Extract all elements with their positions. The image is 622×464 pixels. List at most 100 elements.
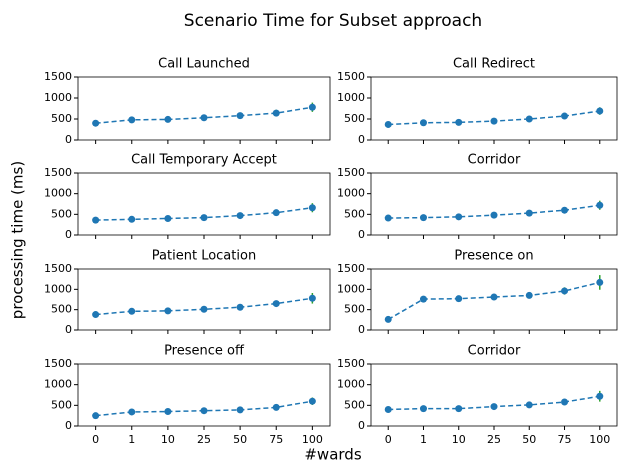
subplot-title: Call Temporary Accept	[131, 153, 277, 168]
axes-frame	[370, 172, 618, 236]
data-point	[419, 405, 427, 413]
data-point	[561, 206, 569, 214]
data-point	[200, 214, 208, 222]
data-point	[596, 278, 604, 286]
data-point	[92, 216, 100, 224]
data-point	[236, 212, 244, 220]
x-tick-label: 1	[420, 433, 427, 446]
data-point	[455, 405, 463, 413]
y-tick-label: 500	[51, 398, 72, 411]
data-point	[490, 293, 498, 301]
y-tick-label: 1000	[44, 378, 72, 391]
data-point	[419, 295, 427, 303]
data-point	[455, 213, 463, 221]
data-point	[272, 403, 280, 411]
axes-frame	[77, 268, 331, 331]
data-point	[490, 403, 498, 411]
data-point	[128, 307, 136, 315]
x-tick-label: 0	[92, 433, 99, 446]
axes-frame	[77, 172, 331, 236]
data-point	[128, 408, 136, 416]
subplot: Presence off 0 500 1000 1500 0 1 10 25 50 75 100	[44, 344, 331, 446]
data-point	[525, 209, 533, 217]
x-tick-label: 50	[522, 433, 536, 446]
data-point	[490, 211, 498, 219]
x-tick-label: 75	[558, 433, 572, 446]
y-tick-label: 0	[358, 133, 365, 146]
data-point	[236, 406, 244, 414]
subplot: Call Temporary Accept 0 500 1000 1500	[44, 153, 331, 241]
data-point	[455, 295, 463, 303]
y-tick-label: 1000	[44, 187, 72, 200]
y-tick-label: 500	[344, 112, 365, 125]
y-tick-label: 0	[358, 323, 365, 336]
data-point	[561, 398, 569, 406]
data-point	[92, 119, 100, 127]
data-line	[387, 281, 600, 321]
data-point	[164, 408, 172, 416]
data-point	[164, 214, 172, 222]
data-point	[272, 209, 280, 217]
y-tick-label: 1000	[44, 282, 72, 295]
axes-frame	[370, 76, 618, 141]
data-point	[561, 287, 569, 295]
x-tick-label: 10	[161, 433, 175, 446]
x-tick-label: 25	[487, 433, 501, 446]
y-tick-label: 1500	[44, 357, 72, 370]
data-point	[92, 412, 100, 420]
data-point	[92, 311, 100, 319]
y-tick-label: 0	[65, 133, 72, 146]
data-point	[308, 397, 316, 405]
data-point	[561, 112, 569, 120]
axes-frame	[370, 363, 618, 427]
x-tick-label: 100	[302, 433, 323, 446]
data-point	[200, 114, 208, 122]
y-tick-label: 0	[65, 323, 72, 336]
subplot: Corridor 0 500 1000 1500 0 1 10 25 50 75 100	[337, 344, 618, 446]
y-tick-label: 500	[344, 207, 365, 220]
data-point	[419, 214, 427, 222]
subplot: Patient Location 0 500 1000 1500	[44, 249, 331, 336]
y-tick-label: 1500	[337, 70, 365, 83]
data-point	[596, 392, 604, 400]
subplot-title: Call Launched	[158, 57, 250, 72]
y-tick-label: 500	[344, 303, 365, 316]
data-point	[455, 118, 463, 126]
subplot-title: Call Redirect	[453, 57, 535, 72]
y-tick-label: 500	[51, 112, 72, 125]
data-point	[384, 405, 392, 413]
y-tick-label: 1500	[337, 262, 365, 275]
y-tick-label: 1000	[337, 378, 365, 391]
data-point	[272, 300, 280, 308]
subplot: Call Redirect 0 500 1000 1500	[337, 57, 618, 146]
y-tick-label: 1500	[44, 70, 72, 83]
data-point	[236, 112, 244, 120]
y-tick-label: 0	[65, 419, 72, 432]
data-point	[200, 305, 208, 313]
data-point	[308, 294, 316, 302]
axes-frame	[77, 76, 331, 141]
x-tick-label: 100	[589, 433, 610, 446]
y-tick-label: 1000	[44, 91, 72, 104]
data-point	[308, 204, 316, 212]
y-tick-label: 0	[358, 419, 365, 432]
data-point	[525, 115, 533, 123]
x-axis-label: #wards	[304, 446, 361, 464]
data-point	[272, 109, 280, 117]
axes-frame	[77, 363, 331, 427]
data-point	[384, 214, 392, 222]
data-point	[525, 401, 533, 409]
subplot: Presence on 0 500 1000 1500	[337, 249, 618, 336]
subplot-title: Presence on	[454, 249, 533, 264]
subplot-title: Patient Location	[152, 249, 256, 264]
x-tick-label: 75	[269, 433, 283, 446]
data-point	[419, 119, 427, 127]
x-tick-label: 25	[197, 433, 211, 446]
axes-frame	[370, 268, 618, 331]
y-tick-label: 500	[51, 207, 72, 220]
data-point	[596, 201, 604, 209]
data-point	[128, 116, 136, 124]
y-tick-label: 500	[344, 398, 365, 411]
data-point	[128, 215, 136, 223]
